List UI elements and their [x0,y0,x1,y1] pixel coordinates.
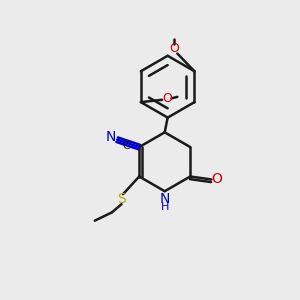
Text: C: C [123,141,130,151]
Text: O: O [162,92,172,105]
Text: N: N [160,192,170,206]
Text: S: S [117,193,126,206]
Text: H: H [161,202,170,212]
Text: O: O [169,42,179,56]
Text: O: O [211,172,222,186]
Text: N: N [106,130,116,144]
